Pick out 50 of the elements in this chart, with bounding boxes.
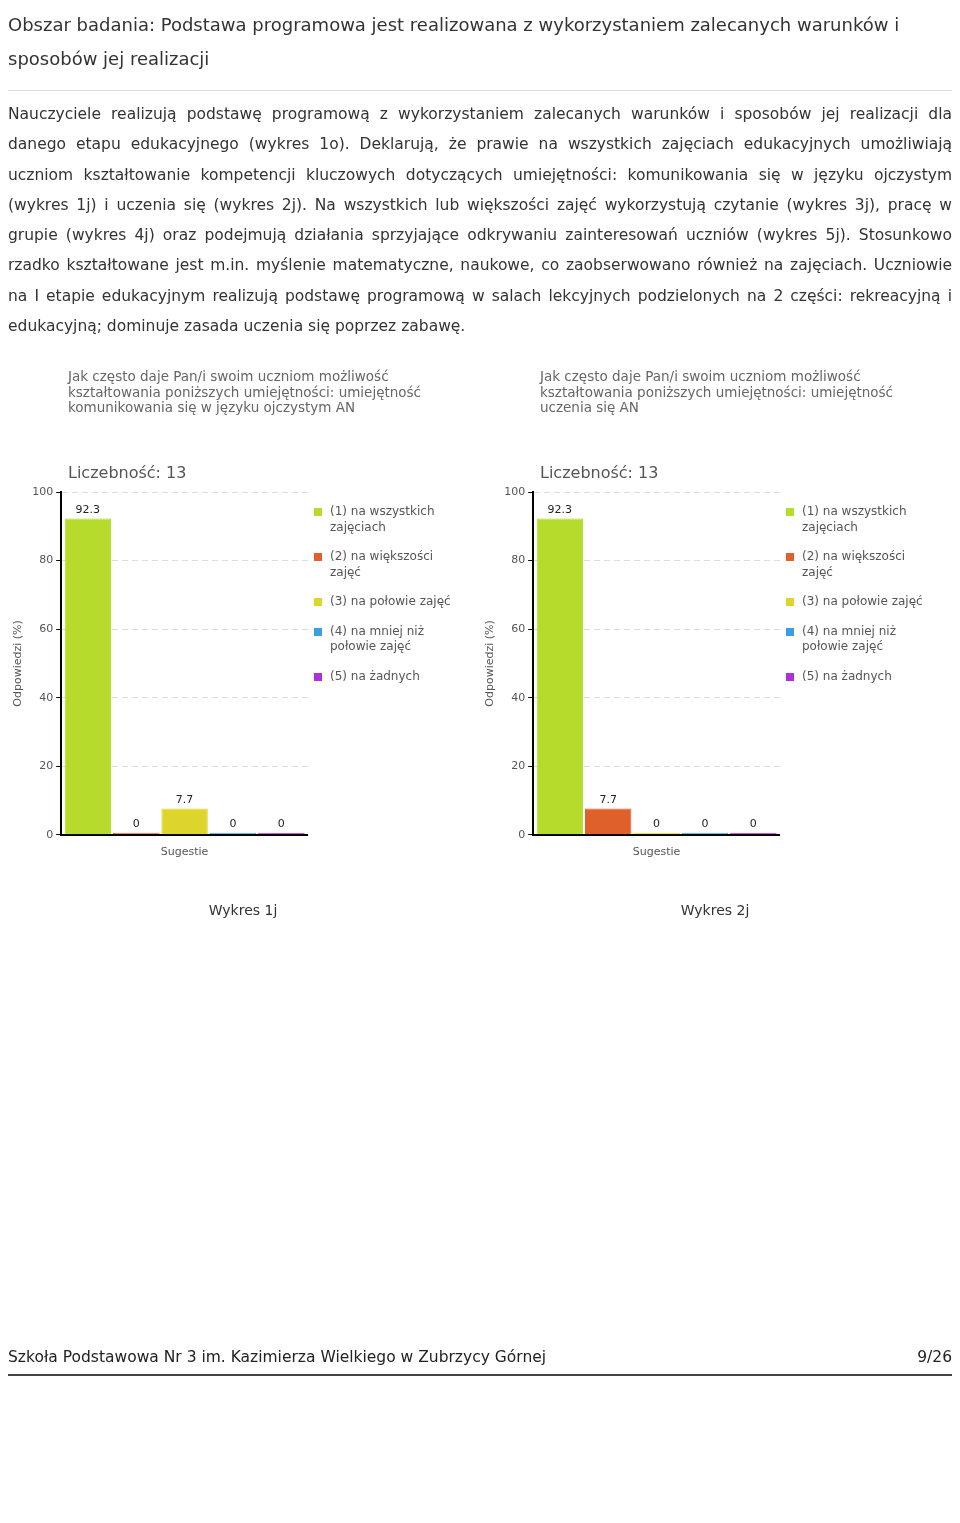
- data-label: 0: [653, 817, 661, 831]
- legend-label: (2) na większości zajęć: [802, 549, 907, 581]
- y-tick-label: 40: [39, 690, 54, 704]
- data-label: 92.3: [547, 503, 573, 517]
- data-label: 0: [277, 817, 285, 831]
- legend-label: (1) na wszystkich zajęciach: [802, 504, 908, 536]
- data-label: 0: [749, 817, 757, 831]
- legend-label: (3) na połowie zajęć: [802, 594, 923, 610]
- bar: [161, 808, 208, 835]
- text: Wykres 1j: [207, 902, 279, 919]
- y-tick-label: 20: [511, 759, 526, 773]
- y-tick-label: 80: [39, 553, 54, 567]
- x-tick-label: Sugestie: [632, 845, 681, 859]
- text: Nauczyciele realizują podstawę programową z wykorzystaniem zalecanych warunków i sposobów jej realizacji dla danego etapu edukacyjnego (wykres 1o). Deklarują, że prawie na wszystkich zajęciach edukacyjnych umożliwiają uczniom kształtowanie kompetencji kluczowych dotyczących umiejętności: komunikowania się w języku ojczystym (wykres 1j) i uczenia się (wykres 2j). Na wszystkich lub większości zajęć wykorzystują czytanie (wykres 3j), pracę w grupie (wykres 4j) oraz podejmują działania sprzyjające odkrywaniu zainteresowań uczniów (wykres 5j). Stosunkowo rzadko kształtowane jest m.in. myślenie matematyczne, naukowe, co zaobserwowano również na zajęciach. Uczniowie na I etapie edukacyjnym realizują podstawę programową w salach lekcyjnych podzielonych na 2 części: rekreacyjną i edukacyjną; dominuje zasada uczenia się poprzez zabawę.: [8, 104, 952, 338]
- y-tick-label: 100: [32, 485, 54, 499]
- y-axis-title: Odpowiedzi (%): [11, 620, 25, 708]
- text: Obszar badania: Podstawa programowa jest realizowana z wykorzystaniem zalecanych warunków i sposobów jej realizacji: [8, 8, 952, 91]
- legend-label: (5) na żadnych: [330, 668, 420, 685]
- y-tick-label: 80: [511, 553, 526, 567]
- legend-label: (2) na większości zajęć: [330, 549, 435, 581]
- bar: [64, 518, 112, 835]
- data-label: 0: [132, 817, 140, 831]
- y-tick-label: 20: [39, 759, 54, 773]
- data-label: 7.7: [175, 793, 194, 807]
- legend-label: (5) na żadnych: [802, 668, 892, 685]
- bar: [536, 518, 584, 835]
- data-label: 92.3: [75, 503, 101, 517]
- text: 9/26: [917, 1348, 952, 1367]
- y-tick-label: 40: [511, 690, 526, 704]
- chart-title: Jak często daje Pan/i swoim uczniom możliwość kształtowania poniższych umiejętności: umiejętność komunikowania się w języku ojczystym AN: [68, 368, 423, 418]
- x-tick-label: Sugestie: [160, 845, 209, 859]
- y-tick-label: 0: [46, 828, 54, 842]
- data-label: 0: [229, 817, 237, 831]
- legend-label: (3) na połowie zajęć: [330, 594, 451, 610]
- y-tick-label: 60: [39, 622, 54, 636]
- y-tick-label: 100: [504, 485, 526, 499]
- data-label: 0: [701, 817, 709, 831]
- legend-label: (1) na wszystkich zajęciach: [330, 504, 436, 536]
- chart-subtitle: Liczebność: 13: [68, 463, 188, 483]
- data-label: 7.7: [599, 793, 617, 807]
- y-tick-label: 60: [511, 622, 526, 636]
- bar: [585, 808, 632, 835]
- y-axis-title: Odpowiedzi (%): [483, 620, 497, 708]
- legend-label: (4) na mniej niż połowie zajęć: [802, 623, 897, 655]
- text: Szkoła Podstawowa Nr 3 im. Kazimierza Wielkiego w Zubrzycy Górnej: [8, 1348, 547, 1367]
- y-tick-label: 0: [518, 828, 526, 842]
- chart-title: Jak często daje Pan/i swoim uczniom możliwość kształtowania poniższych umiejętności: umiejętność uczenia się AN: [540, 368, 895, 418]
- chart-subtitle: Liczebność: 13: [540, 463, 660, 483]
- text: Wykres 2j: [679, 902, 751, 919]
- legend-label: (4) na mniej niż połowie zajęć: [330, 623, 425, 655]
